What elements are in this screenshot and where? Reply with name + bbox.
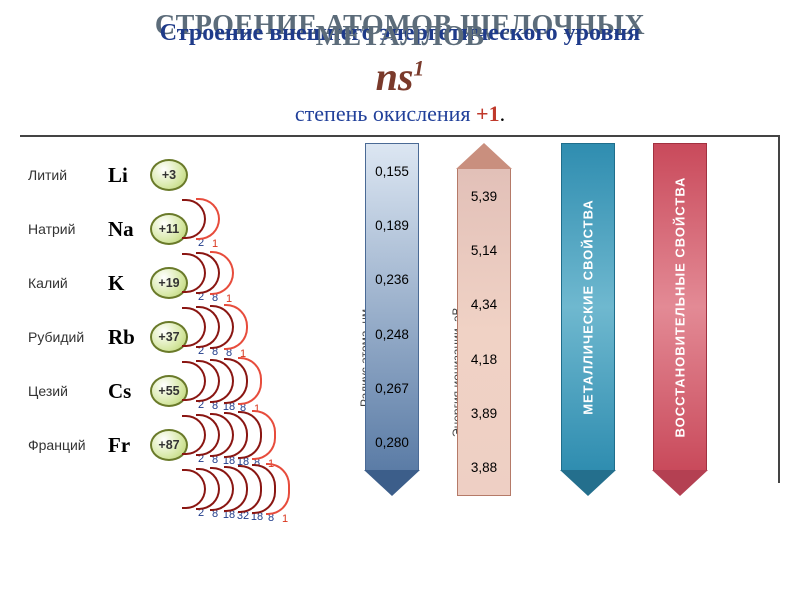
- electron-shells: 2818321881: [194, 421, 354, 469]
- ionization-value: 3,88: [471, 460, 497, 475]
- title-line2-wrap: МЕТАЛЛОВ: [20, 21, 780, 53]
- electron-shells: 2881: [194, 259, 354, 307]
- element-symbol: Na: [108, 217, 144, 242]
- reducing-label: ВОССТАНОВИТЕЛЬНЫЕ СВОЙСТВА: [673, 177, 688, 438]
- metallic-label: МЕТАЛЛИЧЕСКИЕ СВОЙСТВА: [581, 199, 596, 415]
- oxidation-text: степень окисления: [295, 101, 476, 126]
- reducing-arrow: ВОССТАНОВИТЕЛЬНЫЕ СВОЙСТВА: [652, 143, 708, 496]
- element-name: Литий: [28, 167, 102, 183]
- formula-base: ns: [376, 54, 414, 99]
- formula: ns1: [20, 57, 780, 97]
- ionization-value: 4,34: [471, 297, 497, 312]
- radius-value: 0,236: [375, 272, 409, 287]
- diagram-area: ЛитийLi+321НатрийNa+11281КалийK+192881Ру…: [20, 135, 780, 483]
- ionization-value: 4,18: [471, 352, 497, 367]
- ionization-value: 5,14: [471, 243, 497, 258]
- element-name: Рубидий: [28, 329, 102, 345]
- radius-value: 0,267: [375, 381, 409, 396]
- ionization-value: 3,89: [471, 406, 497, 421]
- element-symbol: Li: [108, 163, 144, 188]
- metallic-arrow: МЕТАЛЛИЧЕСКИЕ СВОЙСТВА: [560, 143, 616, 496]
- nucleus: +3: [150, 159, 188, 191]
- radius-value: 0,248: [375, 327, 409, 342]
- electron-shells: 28181881: [194, 367, 354, 415]
- element-name: Франций: [28, 437, 102, 453]
- element-symbol: K: [108, 271, 144, 296]
- electron-shells: 21: [194, 151, 354, 199]
- element-name: Калий: [28, 275, 102, 291]
- electron-shells: 281881: [194, 313, 354, 361]
- electron-shells: 281: [194, 205, 354, 253]
- radius-value: 0,189: [375, 218, 409, 233]
- element-name: Цезий: [28, 383, 102, 399]
- formula-sup: 1: [413, 56, 424, 81]
- element-symbol: Cs: [108, 379, 144, 404]
- radius-value: 0,155: [375, 164, 409, 179]
- oxidation-line: степень окисления +1.: [20, 101, 780, 127]
- title-line2: МЕТАЛЛОВ: [316, 21, 485, 52]
- oxidation-dot: .: [500, 101, 506, 126]
- ionization-value: 5,39: [471, 189, 497, 204]
- radius-value: 0,280: [375, 435, 409, 450]
- radius-arrow: 0,155 0,189 0,236 0,248 0,267 0,280: [364, 143, 420, 496]
- element-symbol: Fr: [108, 433, 144, 458]
- element-name: Натрий: [28, 221, 102, 237]
- oxidation-value: +1: [476, 101, 500, 126]
- ionization-arrow: 5,39 5,14 4,34 4,18 3,89 3,88: [456, 143, 512, 496]
- element-symbol: Rb: [108, 325, 144, 350]
